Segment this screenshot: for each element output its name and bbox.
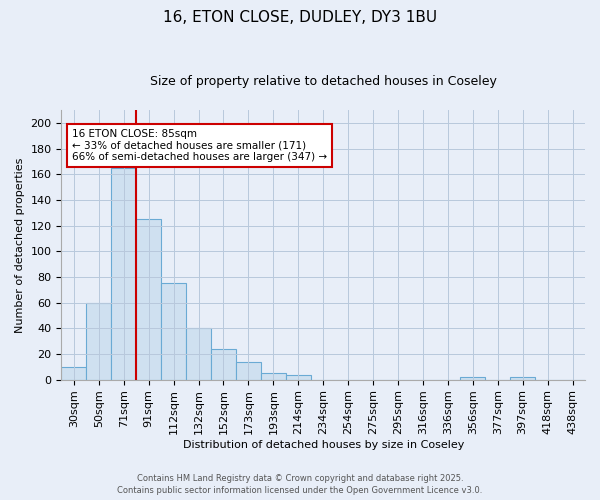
X-axis label: Distribution of detached houses by size in Coseley: Distribution of detached houses by size … [182, 440, 464, 450]
Bar [261, 374, 286, 380]
Text: 16, ETON CLOSE, DUDLEY, DY3 1BU: 16, ETON CLOSE, DUDLEY, DY3 1BU [163, 10, 437, 25]
Bar [136, 219, 161, 380]
Bar [510, 377, 535, 380]
Bar [460, 377, 485, 380]
Title: Size of property relative to detached houses in Coseley: Size of property relative to detached ho… [150, 75, 497, 88]
Bar [236, 362, 261, 380]
Y-axis label: Number of detached properties: Number of detached properties [15, 157, 25, 332]
Bar [86, 302, 111, 380]
Bar [211, 349, 236, 380]
Bar [61, 367, 86, 380]
Text: 16 ETON CLOSE: 85sqm
← 33% of detached houses are smaller (171)
66% of semi-deta: 16 ETON CLOSE: 85sqm ← 33% of detached h… [72, 129, 327, 162]
Bar [286, 374, 311, 380]
Bar [111, 168, 136, 380]
Bar [186, 328, 211, 380]
Bar [161, 284, 186, 380]
Text: Contains HM Land Registry data © Crown copyright and database right 2025.
Contai: Contains HM Land Registry data © Crown c… [118, 474, 482, 495]
